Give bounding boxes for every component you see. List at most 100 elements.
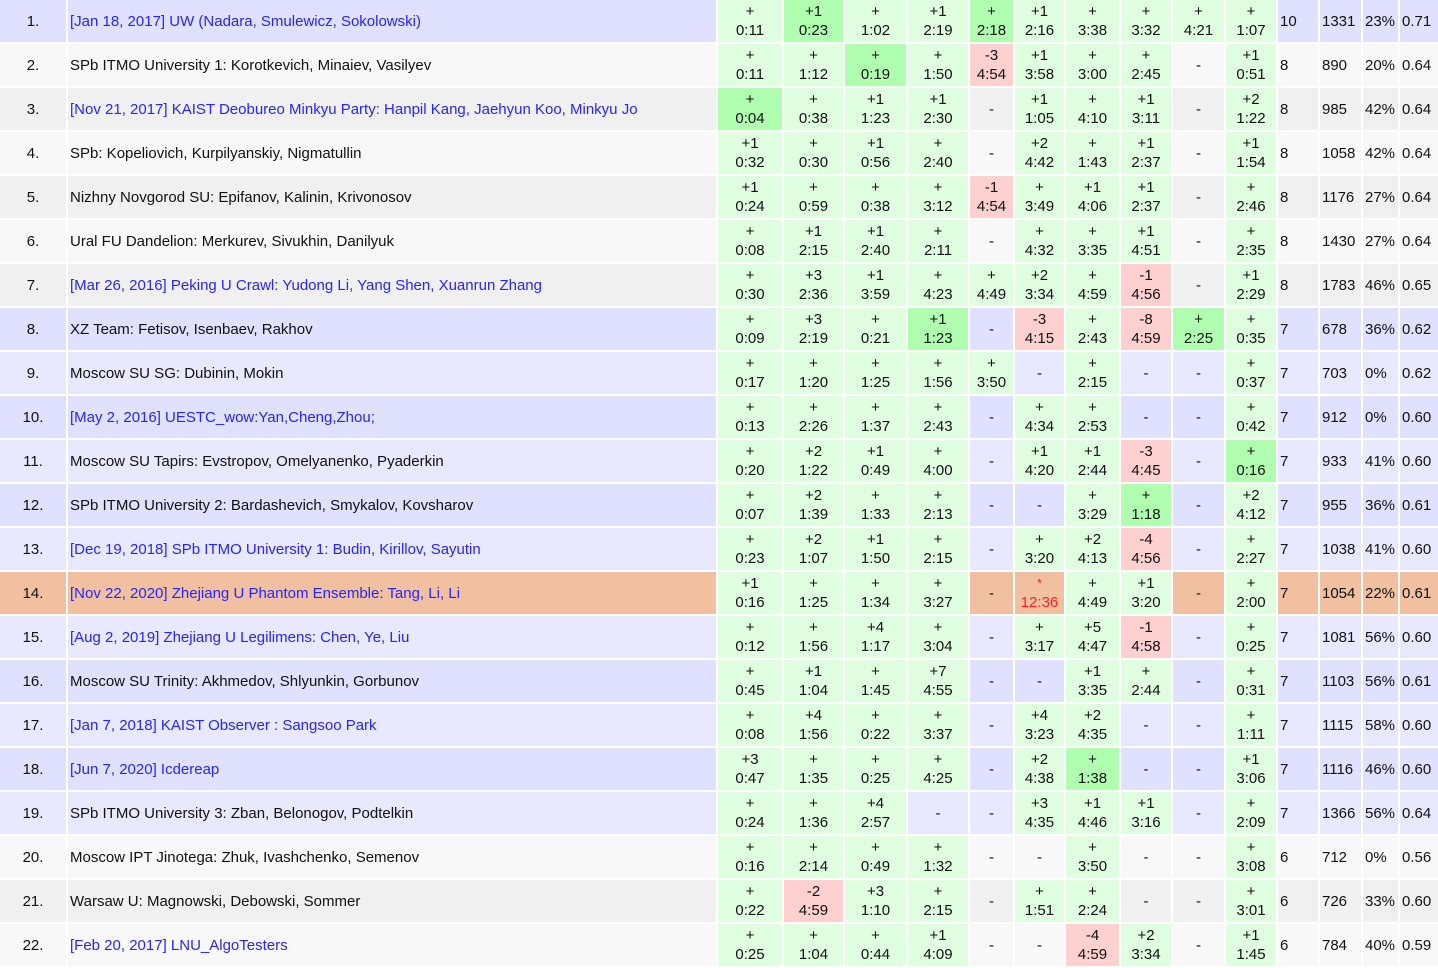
solve-time: 1:22 <box>1236 110 1266 127</box>
problem-cell: +1 1:23 <box>908 308 968 350</box>
attempts: + <box>745 443 755 460</box>
penalty: 890 <box>1320 44 1361 86</box>
solve-time: 4:34 <box>1024 418 1055 435</box>
attempts: + <box>745 3 755 20</box>
solve-time: 4:59 <box>798 902 829 919</box>
attempts: -3 <box>1139 443 1153 460</box>
problem-cell: +2:25 <box>1173 308 1224 350</box>
attempts: + <box>933 355 943 372</box>
solve-time: 0:23 <box>798 22 829 39</box>
team-link[interactable]: [Nov 22, 2020] Zhejiang U Phantom Ensemb… <box>70 584 460 602</box>
ratio: 0.60 <box>1400 616 1438 658</box>
problem-cell: - <box>1173 352 1224 394</box>
solve-time: 4:35 <box>1024 814 1055 831</box>
problem-cell: - <box>970 484 1013 526</box>
problem-cell: +0:42 <box>1226 396 1276 438</box>
team-link[interactable]: [Jan 18, 2017] UW (Nadara, Smulewicz, So… <box>70 12 421 30</box>
problem-cell: - <box>970 88 1013 130</box>
team-link[interactable]: [Jan 7, 2018] KAIST Observer : Sangsoo P… <box>70 716 377 734</box>
solved-count: 7 <box>1278 792 1318 834</box>
solve-time: 4:06 <box>1077 198 1108 215</box>
solve-time: 0:11 <box>735 66 765 83</box>
attempts: + <box>1194 311 1203 328</box>
attempts: -4 <box>1139 531 1153 548</box>
team-link[interactable]: [Aug 2, 2019] Zhejiang U Legilimens: Che… <box>70 628 410 646</box>
attempts: + <box>1088 575 1097 592</box>
solve-time: 3:11 <box>1131 110 1161 127</box>
solve-time: 2:00 <box>1236 594 1266 611</box>
problem-cell: +3:37 <box>908 704 968 746</box>
problem-cell: +3:32 <box>1121 0 1171 42</box>
attempts: + <box>745 267 755 284</box>
solve-time: 3:04 <box>923 638 953 655</box>
attempts: +2 <box>1242 487 1260 504</box>
problem-cell: +1:18 <box>1121 484 1171 526</box>
solve-time: 4:09 <box>923 946 953 963</box>
solve-time: 1:18 <box>1131 506 1161 523</box>
ratio: 0.60 <box>1400 440 1438 482</box>
solve-time: 1:17 <box>860 638 891 655</box>
attempts: + <box>1246 443 1256 460</box>
attempts: + <box>745 707 755 724</box>
solve-time: 2:14 <box>798 858 829 875</box>
problem-cell: - <box>970 528 1013 570</box>
problem-cell: +0:30 <box>784 132 843 174</box>
solve-time: 0:08 <box>735 726 765 743</box>
team-link[interactable]: [Feb 20, 2017] LNU_AlgoTesters <box>70 936 288 954</box>
problem-cell: - <box>1015 352 1064 394</box>
problem-cell: +4 3:23 <box>1015 704 1064 746</box>
problem-cell: +2:27 <box>1226 528 1276 570</box>
attempts: +1 <box>1083 663 1102 680</box>
problem-cell: +2:13 <box>908 484 968 526</box>
attempts: +3 <box>866 883 885 900</box>
problem-cell: - <box>1173 264 1224 306</box>
percentage: 23% <box>1363 0 1398 42</box>
table-row: 4. SPb: Kopeliovich, Kurpilyanskiy, Nigma… <box>0 132 1438 174</box>
attempts: - <box>1196 144 1201 162</box>
problem-cell: +3:04 <box>908 616 968 658</box>
team-link[interactable]: [Nov 21, 2017] KAIST Deobureo Minkyu Par… <box>70 100 638 118</box>
solve-time: 3:06 <box>1236 770 1266 787</box>
attempts: +1 <box>1137 795 1155 812</box>
attempts: + <box>1088 487 1097 504</box>
problem-cell: +2 1:22 <box>784 440 843 482</box>
solve-time: 3:32 <box>1131 22 1161 39</box>
problem-cell: - <box>1173 704 1224 746</box>
problem-cell: -3 4:54 <box>970 44 1013 86</box>
solve-time: 0:25 <box>1236 638 1266 655</box>
attempts: +1 <box>866 223 885 240</box>
attempts: +1 <box>804 3 823 20</box>
solve-time: 3:37 <box>923 726 953 743</box>
attempts: +2 <box>804 443 823 460</box>
solve-time: 1:25 <box>798 594 829 611</box>
problem-cell: +3:12 <box>908 176 968 218</box>
penalty: 933 <box>1320 440 1361 482</box>
attempts: + <box>745 355 755 372</box>
attempts: +1 <box>866 443 885 460</box>
problem-cell: - <box>1173 660 1224 702</box>
team-link[interactable]: [Mar 26, 2016] Peking U Crawl: Yudong Li… <box>70 276 542 294</box>
ratio: 0.64 <box>1400 44 1438 86</box>
penalty: 1115 <box>1320 704 1361 746</box>
solve-time: 2:36 <box>798 286 829 303</box>
problem-cell: - <box>1173 880 1224 922</box>
attempts: + <box>933 47 943 64</box>
team-link[interactable]: [Dec 19, 2018] SPb ITMO University 1: Bu… <box>70 540 481 558</box>
team-name: Moscow SU Trinity: Akhmedov, Shlyunkin, … <box>70 672 420 690</box>
problem-cell: +3 2:36 <box>784 264 843 306</box>
team-name-cell: [Jan 18, 2017] UW (Nadara, Smulewicz, So… <box>68 0 716 42</box>
rank-cell: 7. <box>0 264 66 306</box>
solve-time: 1:02 <box>860 22 891 39</box>
solve-time: 2:26 <box>798 418 829 435</box>
table-row: 17. [Jan 7, 2018] KAIST Observer : Sangso… <box>0 704 1438 746</box>
problem-cell: - <box>1015 660 1064 702</box>
attempts: + <box>933 707 943 724</box>
team-link[interactable]: [May 2, 2016] UESTC_wow:Yan,Cheng,Zhou; <box>70 408 375 426</box>
attempts: - <box>1196 452 1201 470</box>
percentage: 0% <box>1363 352 1398 394</box>
solve-time: 1:45 <box>860 682 891 699</box>
problem-cell: +2 3:34 <box>1121 924 1171 966</box>
table-row: 6. Ural FU Dandelion: Merkurev, Sivukhin,… <box>0 220 1438 262</box>
attempts: + <box>745 619 755 636</box>
team-link[interactable]: [Jun 7, 2020] Icdereap <box>70 760 220 778</box>
